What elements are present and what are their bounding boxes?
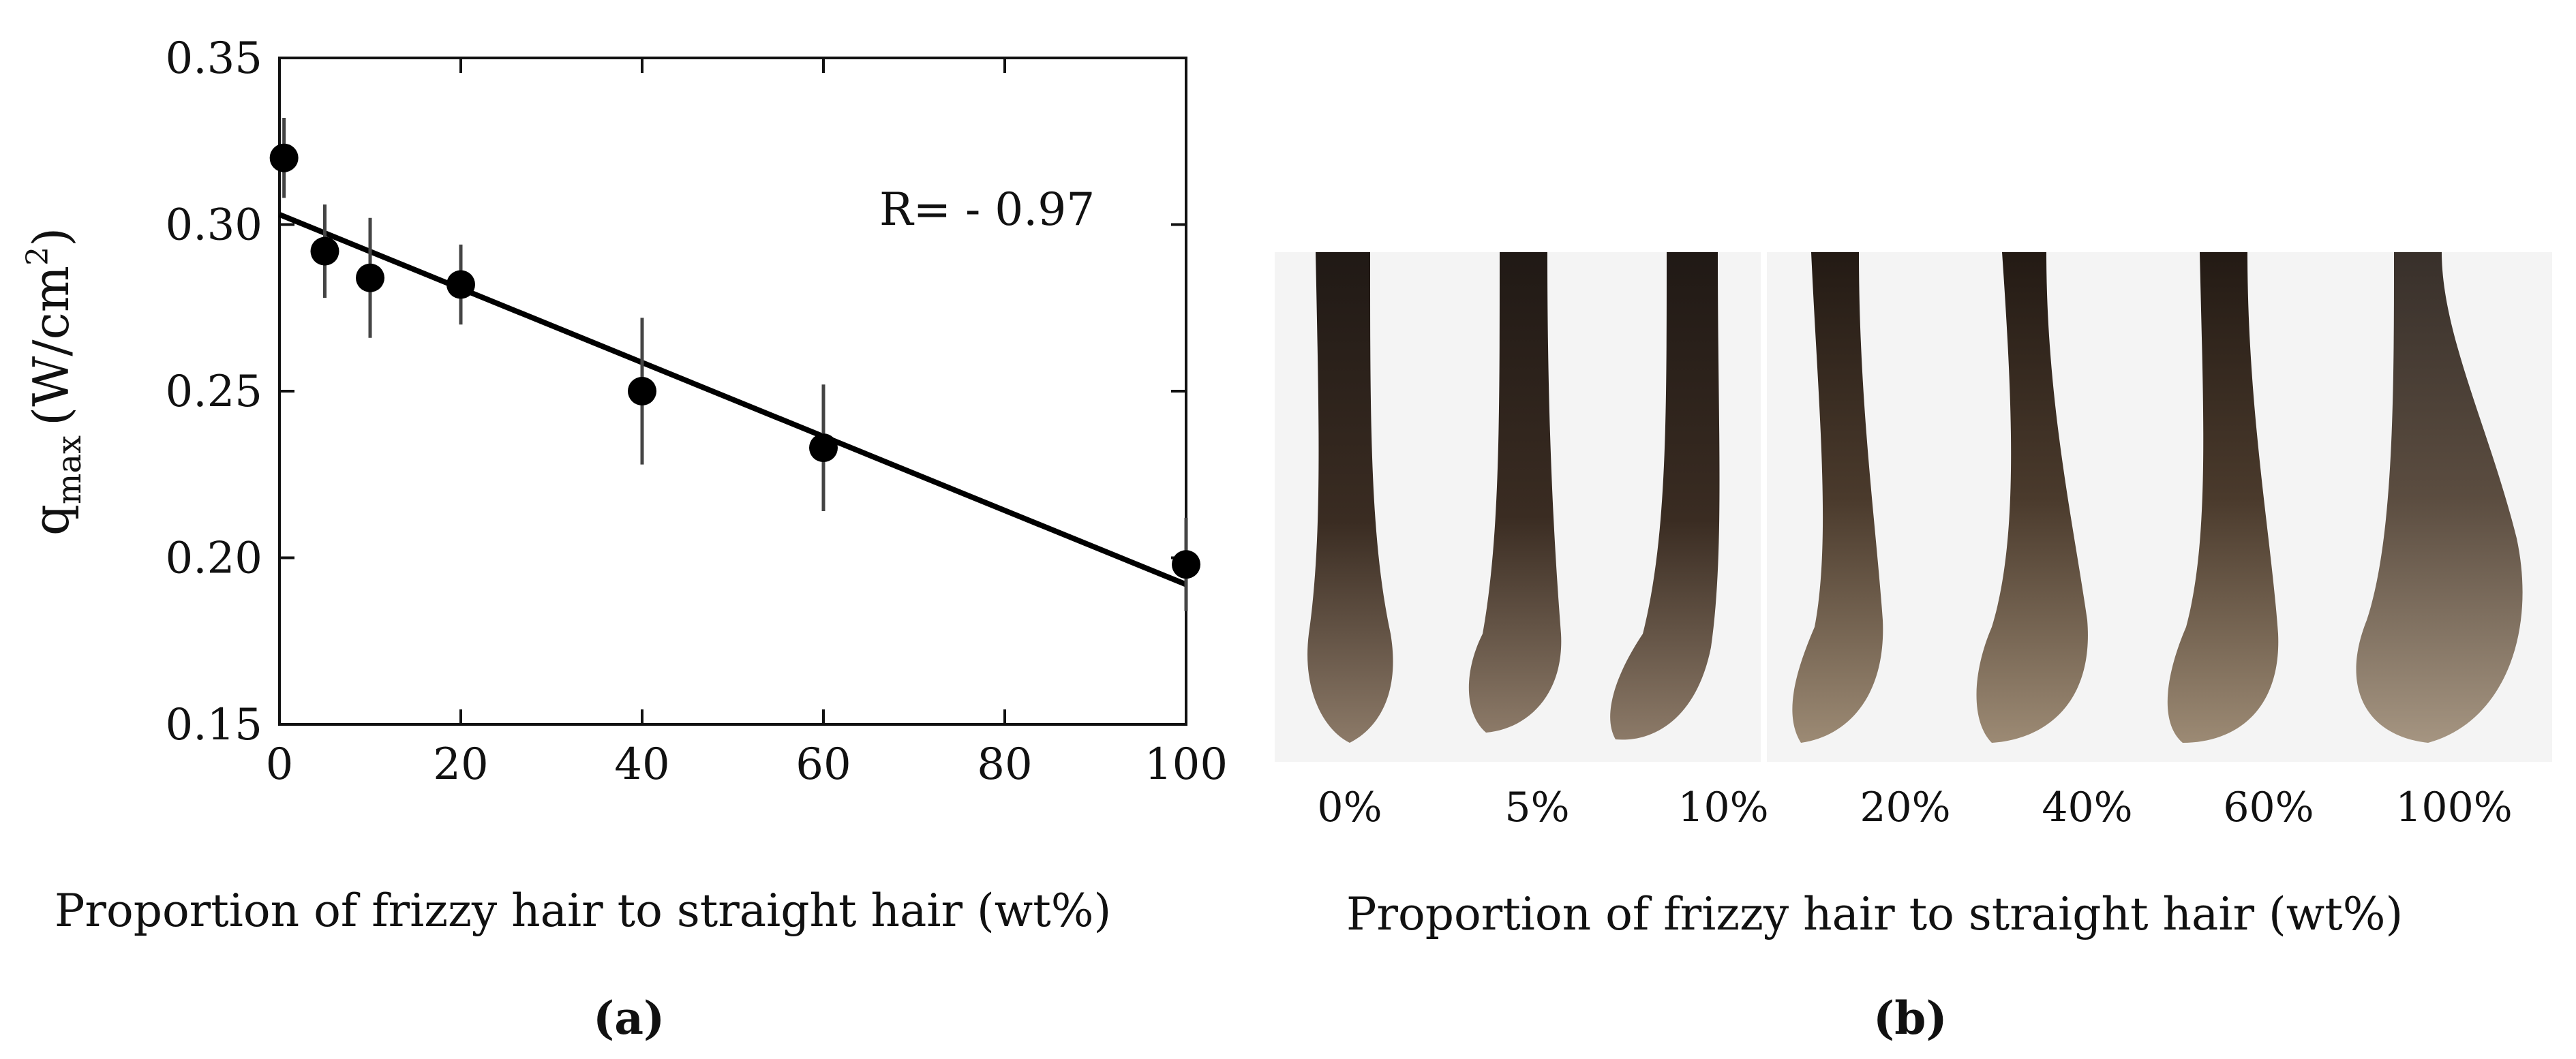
plot-frame [278, 57, 1187, 726]
data-point [446, 270, 475, 299]
x-axis-label-a: Proportion of frizzy hair to straight ha… [55, 885, 1112, 937]
hair-proportion-label: 0% [1317, 784, 1382, 831]
data-point [269, 143, 299, 172]
y-tick-label: 0.15 [166, 700, 263, 750]
data-point [310, 236, 339, 266]
scatter-chart: 0 20 40 60 80 100 0.15 0.20 0.25 0.30 0.35 R= - 0.9… [20, 33, 1228, 790]
y-tick-label: 0.30 [166, 200, 263, 251]
y-tick-label: 0.35 [166, 33, 263, 84]
data-point [1172, 550, 1200, 579]
x-tick-label: 60 [795, 739, 851, 790]
data-point [356, 263, 384, 292]
x-tick-label: 100 [1145, 739, 1228, 790]
regression-line [278, 212, 1187, 587]
hair-proportion-label: 5% [1504, 784, 1570, 831]
x-tick-label: 0 [266, 739, 294, 790]
y-axis-label: qmax(W/cm2) [20, 228, 89, 536]
hair-proportion-label: 40% [2042, 784, 2133, 831]
hair-proportion-label: 60% [2223, 784, 2314, 831]
hair-proportion-label: 20% [1860, 784, 1951, 831]
x-axis-label-b: Proportion of frizzy hair to straight ha… [1346, 888, 2404, 940]
data-point [628, 377, 656, 405]
panel-label-a: (a) [593, 992, 665, 1045]
hair-tresses-image-left [1275, 252, 1761, 762]
hair-tresses-image-right [1767, 252, 2552, 762]
y-tick-label: 0.25 [166, 367, 263, 417]
hair-photo-left [1275, 252, 1761, 762]
x-tick-label: 20 [433, 739, 488, 790]
y-tick-label: 0.20 [166, 534, 263, 584]
data-point [809, 433, 838, 463]
panel-label-b: (b) [1873, 992, 1948, 1045]
hair-photo-right [1767, 252, 2552, 762]
x-tick-label: 40 [614, 739, 669, 790]
correlation-annotation: R= - 0.97 [879, 183, 1095, 236]
hair-proportion-label: 100% [2395, 784, 2513, 831]
hair-proportion-label: 10% [1678, 784, 1769, 831]
x-tick-label: 80 [977, 739, 1032, 790]
